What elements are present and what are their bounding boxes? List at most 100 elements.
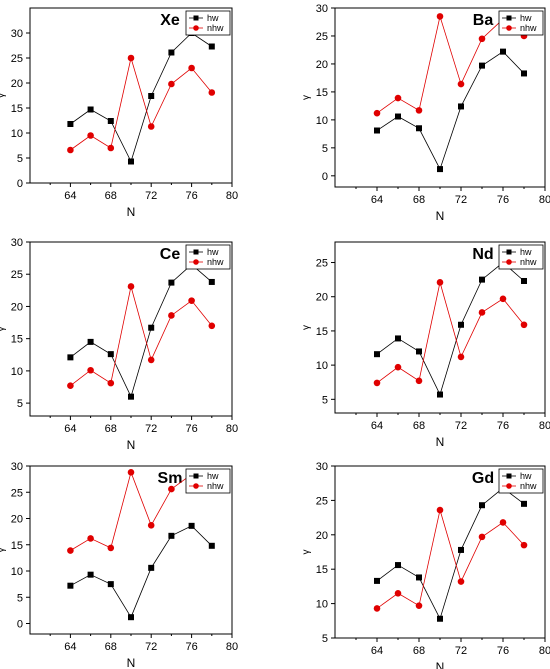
data-point-hw (128, 158, 134, 165)
data-point-nhw (436, 279, 444, 286)
series-line-hw (70, 264, 213, 398)
data-point-nhw (87, 366, 94, 374)
x-tick-label: 68 (105, 190, 117, 202)
y-tick-label: 20 (316, 59, 328, 71)
data-point-hw (416, 348, 422, 355)
legend-marker-hw (506, 249, 512, 255)
data-point-hw (208, 542, 215, 549)
data-point-hw (479, 276, 485, 283)
data-point-hw (458, 321, 464, 328)
data-point-nhw (67, 146, 74, 154)
data-point-nhw (457, 578, 465, 585)
legend-box (185, 10, 231, 36)
data-point-hw (500, 48, 506, 55)
data-point-hw (437, 166, 443, 173)
series-line-hw (376, 51, 525, 171)
y-tick-label: 15 (11, 103, 23, 115)
x-tick-label: 68 (413, 194, 425, 206)
y-axis-label: γ (0, 327, 7, 332)
x-tick-label: 76 (497, 645, 509, 657)
legend-label-hw: hw (520, 247, 532, 257)
x-axis-label: N (436, 435, 445, 449)
y-tick-label: 10 (11, 366, 23, 378)
y-tick-label: 25 (11, 487, 23, 499)
legend-box (185, 244, 231, 270)
y-tick-label: 10 (11, 128, 23, 140)
data-point-hw (148, 564, 155, 571)
data-point-nhw (394, 94, 402, 102)
data-point-nhw (394, 363, 402, 371)
data-point-hw (87, 571, 94, 578)
y-axis-label: γ (301, 95, 312, 100)
data-point-nhw (168, 312, 175, 319)
data-point-nhw (67, 547, 74, 554)
data-point-nhw (147, 522, 155, 529)
legend-marker-nhw (193, 25, 199, 31)
series-line-nhw (376, 509, 525, 609)
legend-label-nhw: nhw (207, 257, 224, 267)
data-point-hw (458, 103, 464, 110)
y-tick-label: 15 (316, 326, 328, 338)
chart-panel-xe: 6468727680051015202530NγXehwnhw (0, 0, 275, 223)
legend-label-nhw: nhw (207, 23, 224, 33)
legend-marker-nhw (193, 259, 199, 265)
legend-box (498, 468, 544, 494)
chart-svg: 6468727680051015202530NγSmhwnhw (0, 461, 238, 669)
x-tick-label: 76 (185, 641, 197, 653)
chart-panel-ce: 646872768051015202530NγCehwnhw (0, 223, 275, 452)
data-point-hw (374, 577, 380, 584)
x-tick-label: 68 (105, 423, 117, 435)
y-axis-label: γ (0, 548, 7, 553)
data-point-hw (374, 351, 380, 358)
x-tick-label: 80 (539, 420, 550, 432)
x-tick-label: 64 (371, 420, 383, 432)
data-point-hw (107, 581, 114, 588)
data-point-nhw (457, 80, 465, 88)
legend-label-nhw: nhw (207, 481, 224, 491)
data-point-nhw (373, 605, 381, 612)
data-point-nhw (188, 64, 195, 72)
data-point-hw (168, 279, 175, 286)
data-point-hw (416, 125, 422, 132)
x-tick-label: 72 (455, 194, 467, 206)
data-point-hw (128, 393, 134, 400)
x-tick-label: 72 (145, 423, 157, 435)
y-tick-label: 30 (316, 461, 328, 473)
data-point-nhw (520, 541, 528, 549)
data-point-nhw (478, 309, 486, 316)
data-point-nhw (499, 519, 507, 526)
chart-svg: 6468727680051015202530NγXehwnhw (0, 7, 238, 219)
data-point-nhw (147, 123, 155, 130)
data-point-nhw (67, 382, 74, 390)
y-tick-label: 10 (11, 566, 23, 578)
data-point-hw (107, 351, 114, 358)
data-point-hw (479, 62, 485, 69)
x-tick-label: 80 (539, 194, 550, 206)
series-line-hw (70, 32, 213, 163)
y-tick-label: 10 (316, 599, 328, 611)
data-point-hw (437, 391, 443, 398)
data-point-nhw (107, 544, 115, 552)
y-tick-label: 25 (316, 258, 328, 270)
x-axis-label: N (127, 656, 136, 669)
legend-label-hw: hw (207, 471, 219, 481)
y-tick-label: 30 (11, 237, 23, 249)
data-point-nhw (147, 356, 155, 364)
series-line-nhw (70, 286, 213, 387)
data-point-hw (395, 113, 401, 120)
series-line-hw (376, 261, 525, 396)
data-point-hw (148, 324, 155, 331)
data-point-nhw (127, 469, 135, 476)
data-point-nhw (87, 535, 94, 542)
x-tick-label: 76 (185, 423, 197, 435)
y-tick-label: 20 (11, 301, 23, 313)
chart-title: Xe (160, 12, 180, 29)
legend-box (498, 244, 544, 270)
y-tick-label: 0 (322, 171, 328, 183)
y-tick-label: 20 (316, 292, 328, 304)
